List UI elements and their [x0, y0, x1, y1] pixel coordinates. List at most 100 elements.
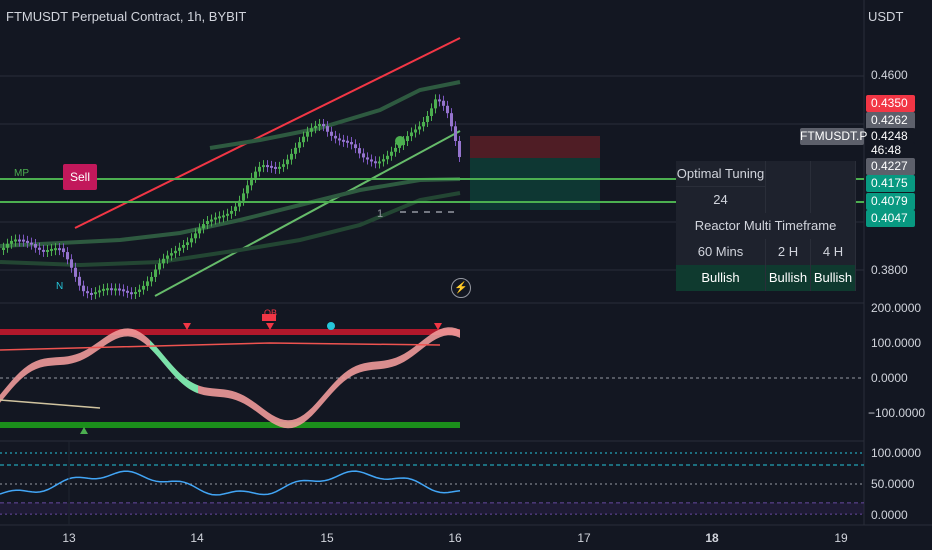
candle — [62, 248, 65, 253]
price-label: 0.4227 — [866, 158, 915, 175]
tf-60: 60 Mins — [676, 239, 766, 265]
sell-signal-label: Sell — [63, 164, 97, 190]
level-price-label: 0.4047 — [866, 210, 915, 227]
tf-4h: 4 H — [811, 239, 856, 265]
osc-tick: −100.0000 — [868, 406, 926, 420]
candle — [298, 142, 301, 148]
candle — [338, 138, 341, 141]
candle — [126, 290, 129, 293]
candle — [138, 289, 141, 292]
level-price-label: 0.4175 — [866, 175, 915, 192]
chart-title[interactable]: FTMUSDT Perpetual Contract, 1h, BYBIT — [6, 9, 247, 24]
panel-empty-cell — [766, 161, 811, 187]
candle — [90, 292, 93, 295]
candle — [38, 247, 41, 250]
candle — [250, 177, 253, 186]
panel-empty-cell — [811, 187, 856, 213]
bolt-icon[interactable]: ⚡ — [451, 278, 471, 298]
candle — [254, 171, 257, 178]
reactor-panel: Optimal Tuning 24 Reactor Multi Timefram… — [676, 161, 856, 291]
candle — [310, 128, 313, 132]
divergence-line-low — [0, 399, 101, 409]
oscillator-wave-bull — [150, 340, 198, 394]
candle — [282, 164, 285, 167]
candle — [190, 238, 193, 243]
n-label: N — [56, 281, 64, 292]
candle — [98, 290, 101, 293]
candle — [454, 126, 457, 142]
candle — [366, 157, 369, 160]
candle — [374, 161, 377, 164]
price-tick: 0.3800 — [871, 263, 908, 277]
candle — [86, 291, 89, 294]
optimal-tuning-label: Optimal Tuning — [676, 161, 766, 187]
candle — [178, 247, 181, 251]
candle — [390, 151, 393, 156]
candle — [30, 242, 33, 245]
candle — [14, 239, 17, 242]
candle — [430, 108, 433, 116]
candle — [42, 249, 45, 252]
oversold-band — [0, 422, 460, 428]
rsi-lower-zone — [0, 503, 864, 514]
candle — [222, 215, 225, 218]
candle — [302, 136, 305, 143]
osc-tick: 200.0000 — [871, 301, 922, 315]
candle — [354, 144, 357, 149]
candle — [234, 206, 237, 211]
candle — [34, 244, 37, 248]
rsi-tick: 100.0000 — [871, 446, 922, 460]
candle — [370, 159, 373, 162]
candle — [186, 242, 189, 245]
candle — [458, 141, 461, 158]
osc-tick: 100.0000 — [871, 336, 922, 350]
rsi-tick: 0.0000 — [871, 508, 908, 522]
candle — [122, 289, 125, 292]
candle — [410, 132, 413, 137]
time-tick: 15 — [320, 531, 334, 545]
candle — [306, 131, 309, 137]
candle — [230, 210, 233, 214]
ob-marker — [262, 314, 276, 321]
candle — [142, 285, 145, 290]
candle — [266, 165, 269, 168]
candle — [170, 253, 173, 256]
candle — [442, 100, 445, 106]
candle — [218, 216, 221, 219]
candle — [278, 166, 281, 169]
signal-circle — [327, 322, 335, 330]
candle — [102, 288, 105, 291]
candle — [58, 248, 61, 251]
candle — [22, 239, 25, 242]
tf-2h: 2 H — [766, 239, 811, 265]
candle — [238, 200, 241, 207]
candle — [134, 291, 137, 294]
time-tick: 16 — [448, 531, 462, 545]
candle — [258, 166, 261, 172]
candle — [182, 244, 185, 248]
candle — [342, 139, 345, 142]
candle — [422, 122, 425, 127]
time-tick: 18 — [705, 531, 719, 545]
divergence-line — [0, 342, 441, 351]
candle — [246, 185, 249, 194]
candle — [314, 125, 317, 129]
level-price-label: 0.4079 — [866, 193, 915, 210]
candle — [206, 221, 209, 225]
candle — [2, 247, 5, 250]
band-mid — [0, 177, 461, 248]
time-tick: 14 — [190, 531, 204, 545]
candle — [106, 288, 109, 291]
candle — [394, 147, 397, 152]
status-4h: Bullish — [811, 265, 856, 291]
osc-tick: 0.0000 — [871, 371, 908, 385]
candle — [382, 159, 385, 162]
candlestick-series[interactable] — [2, 94, 461, 300]
candle — [446, 105, 449, 114]
candle — [418, 126, 421, 130]
candle — [214, 217, 217, 220]
last-price-label: 0.4248 — [866, 128, 915, 145]
currency-selector[interactable]: USDT — [868, 9, 904, 24]
candle — [450, 113, 453, 127]
